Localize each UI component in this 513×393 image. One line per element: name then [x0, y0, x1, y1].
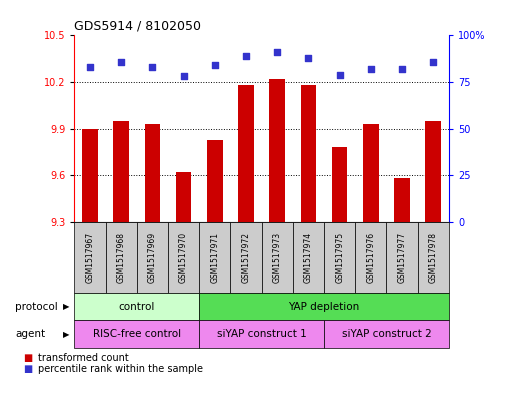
Point [429, 58, 438, 64]
Text: percentile rank within the sample: percentile rank within the sample [38, 364, 204, 375]
Point [86, 64, 94, 70]
Text: GSM1517977: GSM1517977 [398, 232, 407, 283]
Bar [301, 85, 316, 222]
Point [367, 66, 375, 72]
Text: ▶: ▶ [63, 330, 70, 338]
Bar [176, 172, 191, 222]
Text: ▶: ▶ [63, 302, 70, 311]
Bar [363, 124, 379, 222]
Text: GDS5914 / 8102050: GDS5914 / 8102050 [74, 20, 202, 33]
Text: ■: ■ [23, 353, 32, 363]
Point [304, 55, 312, 61]
Point [398, 66, 406, 72]
Text: GSM1517975: GSM1517975 [335, 232, 344, 283]
Bar [238, 85, 254, 222]
Text: siYAP construct 1: siYAP construct 1 [217, 329, 306, 339]
Bar [82, 129, 98, 222]
Text: GSM1517974: GSM1517974 [304, 232, 313, 283]
Text: GSM1517978: GSM1517978 [429, 232, 438, 283]
Text: GSM1517970: GSM1517970 [179, 232, 188, 283]
Text: RISC-free control: RISC-free control [93, 329, 181, 339]
Point [273, 49, 281, 55]
Point [211, 62, 219, 68]
Bar [207, 140, 223, 222]
Text: ■: ■ [23, 364, 32, 375]
Point [180, 73, 188, 79]
Point [336, 72, 344, 78]
Bar [394, 178, 410, 222]
Text: agent: agent [15, 329, 46, 339]
Text: control: control [119, 301, 155, 312]
Text: GSM1517968: GSM1517968 [116, 232, 126, 283]
Text: siYAP construct 2: siYAP construct 2 [342, 329, 431, 339]
Text: GSM1517969: GSM1517969 [148, 232, 157, 283]
Bar [269, 79, 285, 222]
Text: protocol: protocol [15, 301, 58, 312]
Text: GSM1517971: GSM1517971 [210, 232, 220, 283]
Text: GSM1517976: GSM1517976 [366, 232, 376, 283]
Text: GSM1517973: GSM1517973 [273, 232, 282, 283]
Bar [425, 121, 441, 222]
Text: transformed count: transformed count [38, 353, 129, 363]
Bar [145, 124, 160, 222]
Bar [332, 147, 347, 222]
Text: GSM1517967: GSM1517967 [86, 232, 94, 283]
Text: YAP depletion: YAP depletion [288, 301, 360, 312]
Bar [113, 121, 129, 222]
Point [148, 64, 156, 70]
Point [117, 58, 125, 64]
Point [242, 53, 250, 59]
Text: GSM1517972: GSM1517972 [242, 232, 250, 283]
